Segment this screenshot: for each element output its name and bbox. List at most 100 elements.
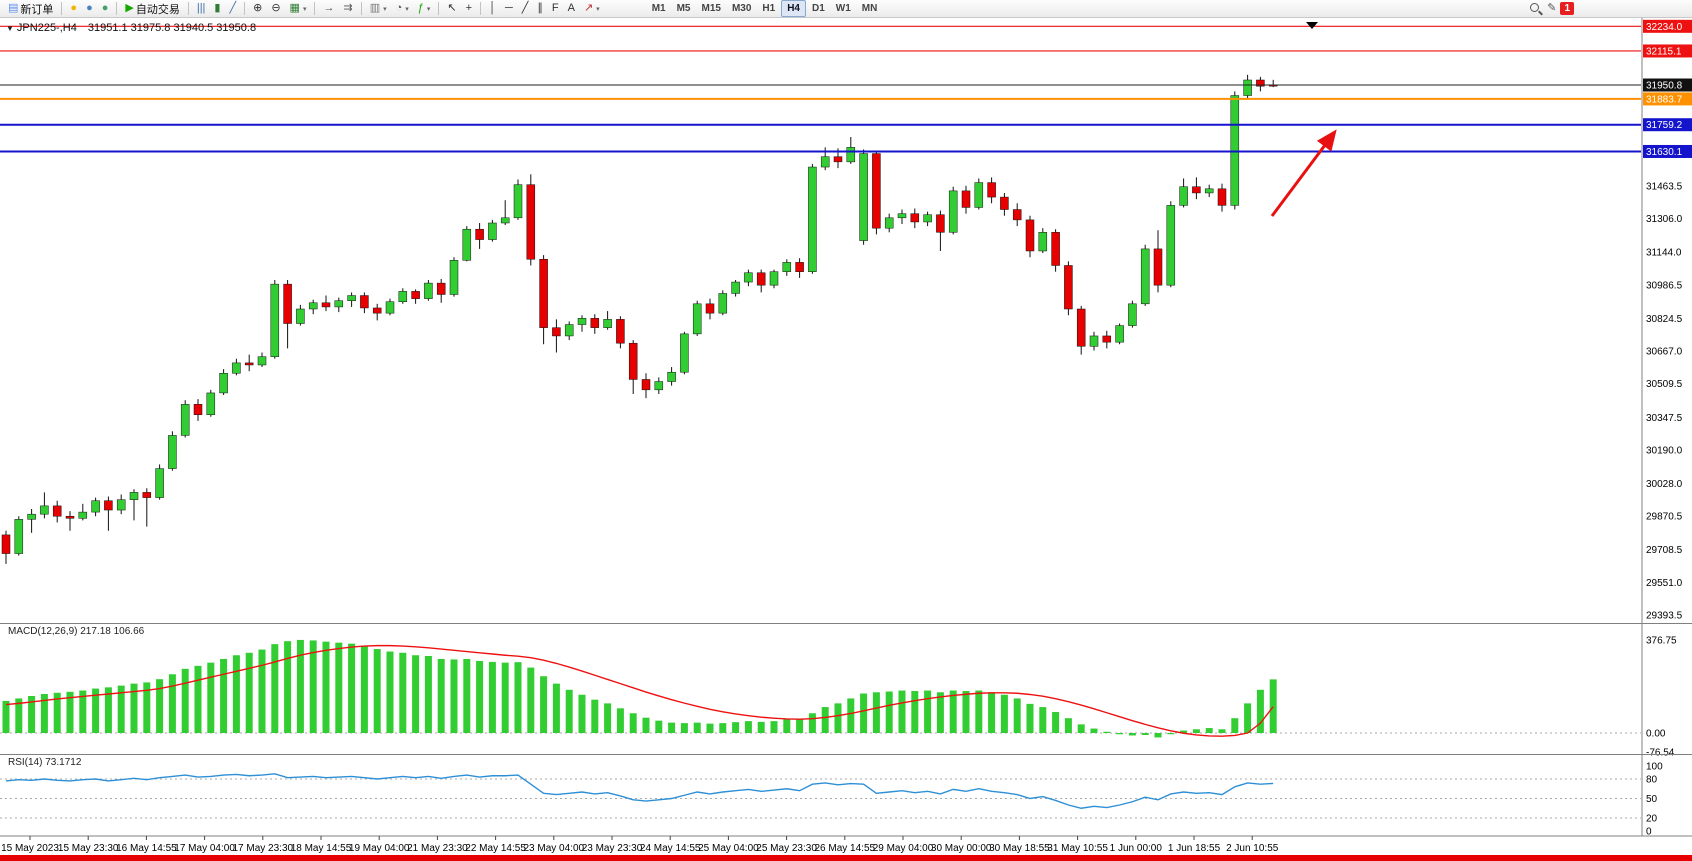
macd-panel: 376.75 0.00 -76.54 <box>0 623 1692 758</box>
zoom-out-icon: ⊖ <box>271 2 281 14</box>
time-tick-label: 31 May 10:55 <box>1047 843 1108 854</box>
indicators-button[interactable]: ƒ ▾ <box>414 0 435 18</box>
new-order-button-label: 新订单 <box>20 3 54 16</box>
period-button[interactable]: ◔ ▾ <box>392 0 413 18</box>
timeframe-H1[interactable]: H1 <box>762 3 776 14</box>
chart-symbol-period: JPN225-,H4 <box>16 22 77 34</box>
auto-scroll-button[interactable]: → <box>319 0 338 18</box>
crosshair-icon: + <box>465 2 473 14</box>
annotation-arrow[interactable] <box>1270 129 1337 217</box>
price-tick-label: 30509.5 <box>1646 379 1683 390</box>
toolbar-separator <box>314 2 316 15</box>
chart-shift-button[interactable]: ⇉ <box>339 0 356 18</box>
cursor-button[interactable]: ↖ <box>443 0 460 18</box>
line-chart-button[interactable]: ╱ <box>225 0 240 18</box>
timeframe-M1[interactable]: M1 <box>651 3 666 14</box>
trendline-button[interactable]: ╱ <box>518 0 533 18</box>
macd-scale-label: 0.00 <box>1646 729 1666 740</box>
price-tick-label: 30986.5 <box>1646 280 1683 291</box>
toolbar-separator <box>438 2 440 15</box>
candlestick-button[interactable]: ▮ <box>210 0 224 18</box>
rsi-indicator-label: RSI(14) 73.1712 <box>8 757 82 768</box>
time-tick-label: 30 May 18:55 <box>989 843 1050 854</box>
time-tick-label: 24 May 14:55 <box>640 843 701 854</box>
price-tick-label: 30667.0 <box>1646 347 1683 358</box>
svg-text:32234.0: 32234.0 <box>1646 22 1683 33</box>
price-line-label <box>1643 19 1692 33</box>
zoom-out-button[interactable]: ⊖ <box>267 0 284 18</box>
chart-shift-marker-icon[interactable] <box>1306 22 1318 29</box>
time-tick-label: 1 Jun 18:55 <box>1168 843 1221 854</box>
bar-chart-button[interactable]: ||| <box>193 0 210 18</box>
arrows-button[interactable]: ↗ ▾ <box>580 0 604 18</box>
chart-ohlc: 31951.1 31975.8 31940.5 31950.8 <box>87 22 257 34</box>
vertical-line-icon: │ <box>489 2 496 14</box>
profiles-button[interactable]: ▥ ▾ <box>366 0 391 18</box>
svg-text:31950.8: 31950.8 <box>1646 81 1683 92</box>
profiles-icon: ▥ <box>369 2 381 14</box>
rsi-scale-label: 20 <box>1646 814 1658 825</box>
fibonacci-button[interactable]: F <box>548 0 563 18</box>
chart-svg[interactable]: 31463.5 31306.0 31144.0 30986.5 30824.5 30667… <box>0 18 1692 861</box>
refresh-icon: ● <box>101 2 109 14</box>
autotrading-button-label: 自动交易 <box>135 3 180 16</box>
horizontal-line-button[interactable]: ─ <box>501 0 517 18</box>
new-chart-button[interactable]: ▦ ▾ <box>286 0 311 18</box>
time-tick-label: 22 May 14:55 <box>465 843 526 854</box>
time-tick-label: 15 May 23:30 <box>58 843 119 854</box>
timeframe-D1[interactable]: D1 <box>812 3 825 14</box>
channel-button[interactable]: ∥ <box>533 0 547 18</box>
timeframe-M15[interactable]: M15 <box>701 3 721 14</box>
price-line-label <box>1643 118 1692 132</box>
autotrading-icon: ▶ <box>125 2 134 14</box>
rsi-scale-label: 0 <box>1646 827 1652 838</box>
notification-badge[interactable]: 1 <box>1560 2 1574 15</box>
price-tick-label: 31306.0 <box>1646 214 1683 225</box>
vertical-line-button[interactable]: │ <box>485 0 500 18</box>
timeframe-W1[interactable]: W1 <box>835 3 851 14</box>
timeframe-MN[interactable]: MN <box>861 3 878 14</box>
dropdown-caret-icon: ▾ <box>596 5 600 13</box>
new-order-icon: ▤ <box>8 2 19 14</box>
search-icon[interactable] <box>1529 2 1543 16</box>
dropdown-caret-icon: ▾ <box>426 5 431 13</box>
zoom-in-button[interactable]: ⊕ <box>249 0 266 18</box>
chart-canvas[interactable]: 31463.5 31306.0 31144.0 30986.5 30824.5 30667… <box>0 18 1692 861</box>
time-tick-label: 18 May 14:55 <box>291 843 352 854</box>
time-tick-label: 21 May 23:30 <box>407 843 468 854</box>
timeframe-M5[interactable]: M5 <box>676 3 691 14</box>
metaeditor-button[interactable]: ● <box>66 0 81 18</box>
macd-scale-label: -76.54 <box>1646 747 1675 758</box>
toolbar-separator <box>187 2 189 15</box>
toolbar-right-group: ✎ 1 <box>1529 1 1574 16</box>
toolbar-separator <box>61 2 63 15</box>
price-tick-label: 30824.5 <box>1646 314 1683 325</box>
time-tick-label: 19 May 04:00 <box>349 843 410 854</box>
price-tick-label: 31144.0 <box>1646 248 1682 259</box>
time-tick-label: 25 May 04:00 <box>698 843 759 854</box>
horizontal-line-icon: ─ <box>504 2 513 14</box>
autotrading-button[interactable]: ▶ 自动交易 <box>121 0 183 18</box>
refresh-button[interactable]: ● <box>98 0 113 18</box>
candlesticks <box>1 74 1278 564</box>
timeframe-M30[interactable]: M30 <box>731 3 752 14</box>
market-button[interactable]: ● <box>82 0 97 18</box>
text-button[interactable]: A <box>564 0 579 18</box>
edit-icon[interactable]: ✎ <box>1547 2 1557 14</box>
one-click-trading-icon[interactable]: ▼ <box>6 23 14 33</box>
timeframe-H4[interactable]: H4 <box>781 0 806 17</box>
metaeditor-icon: ● <box>70 2 78 14</box>
price-tick-label: 30190.0 <box>1646 445 1683 456</box>
crosshair-button[interactable]: + <box>462 0 476 18</box>
price-line-label <box>1643 144 1692 158</box>
text-icon: A <box>567 2 575 14</box>
price-axis[interactable]: 31463.5 31306.0 31144.0 30986.5 30824.5 30667… <box>1641 18 1692 836</box>
price-line-label <box>1643 92 1692 106</box>
toolbar-separator <box>116 2 118 15</box>
price-line-label <box>1643 44 1692 58</box>
macd-signal-line <box>5 644 1274 737</box>
new-order-button[interactable]: ▤ 新订单 <box>4 0 57 18</box>
time-tick-label: 2 Jun 10:55 <box>1226 843 1279 854</box>
